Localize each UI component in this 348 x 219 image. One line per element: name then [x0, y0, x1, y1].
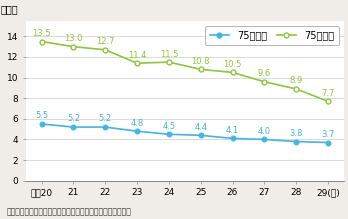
Text: 13.0: 13.0 [64, 34, 83, 43]
Text: 3.8: 3.8 [290, 129, 303, 138]
Text: 4.5: 4.5 [162, 122, 175, 131]
Text: 9.6: 9.6 [258, 69, 271, 78]
Text: 3.7: 3.7 [321, 130, 335, 139]
Text: 4.8: 4.8 [130, 119, 144, 128]
Text: 4.0: 4.0 [258, 127, 271, 136]
Text: 13.5: 13.5 [32, 29, 51, 38]
Text: 5.5: 5.5 [35, 111, 48, 120]
Text: 12.7: 12.7 [96, 37, 114, 46]
Text: 5.2: 5.2 [67, 115, 80, 124]
Text: 10.8: 10.8 [191, 57, 210, 66]
Text: 4.1: 4.1 [226, 126, 239, 135]
Text: 11.4: 11.4 [128, 51, 146, 60]
Text: 11.5: 11.5 [160, 49, 178, 58]
Legend: 75歳未満, 75歳以上: 75歳未満, 75歳以上 [205, 26, 339, 46]
Text: 注：算出に用いた運転免許人口は、各年末現在の値である。: 注：算出に用いた運転免許人口は、各年末現在の値である。 [7, 208, 132, 217]
Text: 4.4: 4.4 [194, 123, 207, 132]
Text: 5.2: 5.2 [99, 115, 112, 124]
Text: 10.5: 10.5 [223, 60, 242, 69]
Text: 8.9: 8.9 [290, 76, 303, 85]
Text: 7.7: 7.7 [321, 89, 335, 98]
Text: （件）: （件） [0, 5, 18, 14]
